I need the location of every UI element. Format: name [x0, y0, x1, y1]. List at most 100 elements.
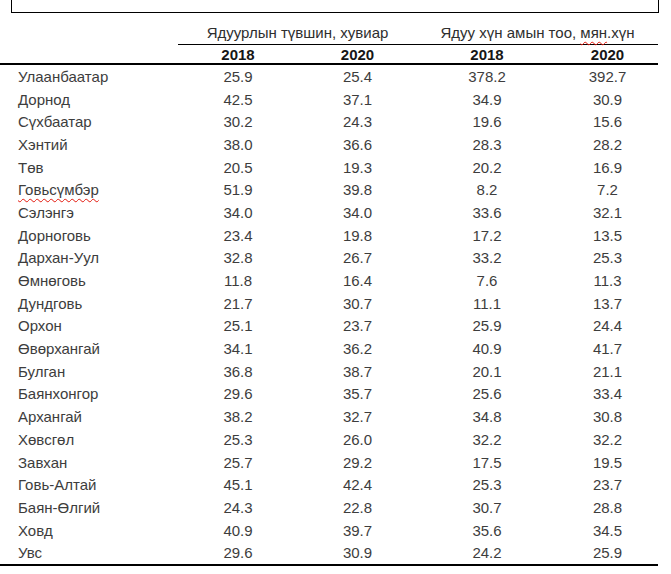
value-cell: 7.2: [557, 178, 658, 201]
value-cell: 22.8: [298, 496, 417, 519]
value-cell: 16.4: [298, 269, 417, 292]
value-cell: 19.8: [298, 224, 417, 247]
value-cell: 34.1: [178, 337, 298, 360]
value-cell: 39.8: [298, 178, 417, 201]
table-row: Хэнтий38.036.628.328.2: [0, 133, 658, 156]
value-cell: 25.4: [298, 64, 417, 88]
misspelled-word: мян: [580, 24, 607, 41]
value-cell: 19.6: [417, 110, 557, 133]
value-cell: 38.0: [178, 133, 298, 156]
region-name-cell: Хэнтий: [0, 133, 178, 156]
region-name-cell: Дорнод: [0, 88, 178, 111]
group-header-label: Ядуу хүн амын тоо,: [441, 24, 581, 41]
value-cell: 24.2: [417, 541, 557, 565]
region-name: Төв: [18, 159, 43, 176]
region-name-cell: Говь-Алтай: [0, 473, 178, 496]
value-cell: 25.9: [178, 64, 298, 88]
value-cell: 32.1: [557, 201, 658, 224]
region-name: Дархан-Уул: [18, 249, 99, 266]
value-cell: 11.3: [557, 269, 658, 292]
value-cell: 38.2: [178, 405, 298, 428]
table-body: Улаанбаатар25.925.4378.2392.7Дорнод42.53…: [0, 64, 658, 565]
value-cell: 392.7: [557, 64, 658, 88]
region-name: Сэлэнгэ: [18, 204, 74, 221]
value-cell: 25.3: [417, 473, 557, 496]
table-row: Говьсүмбэр51.939.88.27.2: [0, 178, 658, 201]
region-name: Дорноговь: [18, 227, 91, 244]
table-row: Өмнөговь11.816.47.611.3: [0, 269, 658, 292]
value-cell: 30.2: [178, 110, 298, 133]
value-cell: 35.6: [417, 519, 557, 542]
value-cell: 25.3: [178, 428, 298, 451]
table-row: Сэлэнгэ34.034.033.632.1: [0, 201, 658, 224]
table-row: Архангай38.232.734.830.8: [0, 405, 658, 428]
value-cell: 32.7: [298, 405, 417, 428]
value-cell: 25.9: [557, 541, 658, 565]
table-row: Завхан25.729.217.519.5: [0, 451, 658, 474]
value-cell: 16.9: [557, 156, 658, 179]
table-row: Орхон25.123.725.924.4: [0, 315, 658, 338]
region-name-cell: Ховд: [0, 519, 178, 542]
value-cell: 34.8: [417, 405, 557, 428]
value-cell: 24.3: [178, 496, 298, 519]
region-name: Говь-Алтай: [18, 476, 96, 493]
value-cell: 25.7: [178, 451, 298, 474]
region-name: Увс: [18, 544, 42, 561]
value-cell: 42.4: [298, 473, 417, 496]
table-row: Булган36.838.720.121.1: [0, 360, 658, 383]
value-cell: 36.2: [298, 337, 417, 360]
value-cell: 32.2: [557, 428, 658, 451]
value-cell: 21.7: [178, 292, 298, 315]
empty-corner-cell: [0, 18, 178, 45]
document-page: Ядуурлын түвшин, хувиар Ядуу хүн амын то…: [0, 0, 671, 574]
region-name-cell: Орхон: [0, 315, 178, 338]
table-row: Говь-Алтай45.142.425.323.7: [0, 473, 658, 496]
table-row: Дорноговь23.419.817.213.5: [0, 224, 658, 247]
value-cell: 28.3: [417, 133, 557, 156]
region-name: Булган: [18, 363, 65, 380]
value-cell: 32.8: [178, 247, 298, 270]
region-name-cell: Дорноговь: [0, 224, 178, 247]
value-cell: 37.1: [298, 88, 417, 111]
region-name: Завхан: [18, 454, 67, 471]
year-column-header: 2020: [298, 45, 417, 65]
value-cell: 30.9: [557, 88, 658, 111]
empty-corner-cell: [0, 45, 178, 65]
table-row: Улаанбаатар25.925.4378.2392.7: [0, 64, 658, 88]
region-name-cell: Булган: [0, 360, 178, 383]
value-cell: 41.7: [557, 337, 658, 360]
table-row: Хөвсгөл25.326.032.232.2: [0, 428, 658, 451]
value-cell: 45.1: [178, 473, 298, 496]
region-name: Баян-Өлгий: [18, 499, 100, 516]
region-name: Баянхонгор: [18, 385, 98, 402]
value-cell: 33.6: [417, 201, 557, 224]
value-cell: 20.2: [417, 156, 557, 179]
value-cell: 40.9: [417, 337, 557, 360]
value-cell: 36.8: [178, 360, 298, 383]
table-row: Баянхонгор29.635.725.633.4: [0, 383, 658, 406]
region-name: Дорнод: [18, 91, 70, 108]
value-cell: 21.1: [557, 360, 658, 383]
region-name: Хөвсгөл: [18, 431, 74, 448]
value-cell: 24.4: [557, 315, 658, 338]
value-cell: 32.2: [417, 428, 557, 451]
value-cell: 13.5: [557, 224, 658, 247]
table-row: Сүхбаатар30.224.319.615.6: [0, 110, 658, 133]
value-cell: 42.5: [178, 88, 298, 111]
value-cell: 25.3: [557, 247, 658, 270]
region-name-cell: Өмнөговь: [0, 269, 178, 292]
region-name: Орхон: [18, 317, 62, 334]
value-cell: 28.8: [557, 496, 658, 519]
value-cell: 30.7: [417, 496, 557, 519]
value-cell: 11.8: [178, 269, 298, 292]
region-name: Сүхбаатар: [18, 113, 92, 130]
value-cell: 7.6: [417, 269, 557, 292]
value-cell: 29.6: [178, 383, 298, 406]
year-header-row: 2018 2020 2018 2020: [0, 45, 658, 65]
region-name-cell: Архангай: [0, 405, 178, 428]
region-name-cell: Дундговь: [0, 292, 178, 315]
value-cell: 30.8: [557, 405, 658, 428]
value-cell: 23.4: [178, 224, 298, 247]
value-cell: 26.0: [298, 428, 417, 451]
value-cell: 38.7: [298, 360, 417, 383]
